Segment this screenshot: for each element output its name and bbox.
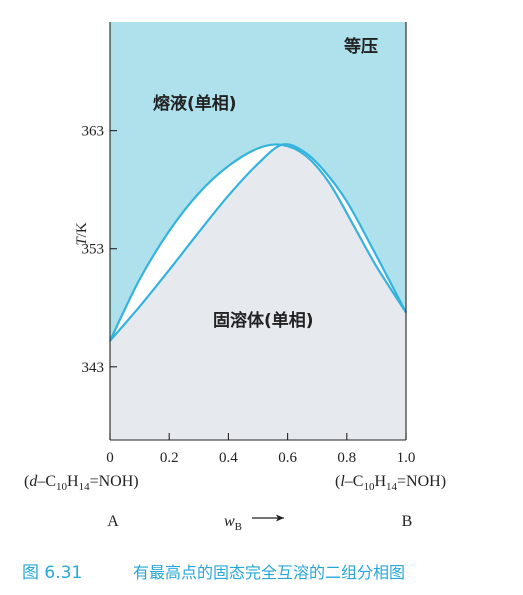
end-label-b: B	[402, 513, 413, 530]
x-tick-label: 0.2	[160, 450, 179, 466]
y-tick-label: 363	[82, 124, 105, 140]
y-tick-label: 353	[82, 242, 105, 258]
x-axis-label: wB	[224, 513, 242, 533]
solid-region	[110, 144, 406, 441]
figure-number: 图 6.31	[22, 563, 82, 583]
x-tick-label: 0	[106, 450, 114, 466]
y-tick-label: 343	[82, 360, 105, 376]
two-phase-region	[110, 144, 406, 341]
region-label-liquid: 熔液(单相)	[153, 93, 237, 114]
y-axis-label: T/K	[74, 222, 90, 246]
x-tick-label: 1.0	[397, 450, 416, 466]
y-ticks: 343 353 363	[82, 124, 117, 376]
x-tick-label: 0.4	[219, 450, 238, 466]
region-label-isobaric: 等压	[344, 36, 378, 57]
component-left-label: (d–C10H14=NOH)	[24, 473, 139, 493]
liquidus-curve	[109, 143, 407, 342]
figure-caption: 有最高点的固态完全互溶的二组分相图	[133, 563, 405, 582]
region-label-solid: 固溶体(单相)	[213, 310, 314, 331]
end-label-a: A	[107, 513, 119, 530]
arrow-right-icon	[252, 514, 284, 522]
x-tick-label: 0.8	[337, 450, 356, 466]
component-right-label: (l–C10H14=NOH)	[335, 473, 446, 493]
x-tick-label: 0.6	[278, 450, 297, 466]
x-ticks: 0 0.2 0.4 0.6 0.8 1.0	[106, 433, 415, 466]
solidus-curve	[109, 143, 407, 342]
